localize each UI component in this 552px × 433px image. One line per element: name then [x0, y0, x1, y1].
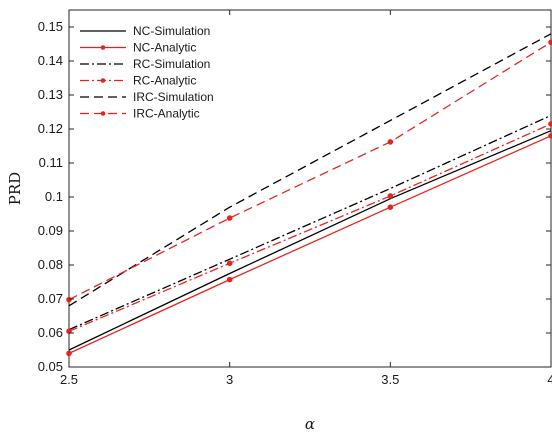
legend-label: RC-Analytic — [133, 74, 196, 88]
legend-label: IRC-Analytic — [133, 107, 200, 121]
axes — [68, 9, 552, 368]
legend-item: NC-Simulation — [80, 24, 210, 38]
legend-label: NC-Analytic — [133, 41, 196, 55]
y-tick-label: 0.13 — [38, 87, 63, 102]
y-tick-label: 0.06 — [38, 325, 63, 340]
series-line — [68, 130, 552, 351]
ticks: 0.05 0.06 0.07 0.08 0.09 0.1 0.11 0.12 0.13 0.14 0… — [38, 10, 552, 387]
data-point — [548, 39, 552, 46]
series-nc-analytic — [66, 133, 552, 357]
plot-frame — [68, 9, 552, 368]
legend-label: NC-Simulation — [133, 24, 210, 38]
series-layer — [66, 33, 552, 357]
y-tick-label: 0.12 — [38, 121, 63, 136]
x-axis-label: α — [305, 415, 315, 433]
data-point — [387, 139, 394, 145]
legend: NC-Simulation NC-Analytic RC-Simulation RC-… — [80, 24, 214, 121]
y-tick-label: 0.08 — [38, 257, 63, 272]
series-line — [68, 135, 552, 354]
series-line — [68, 41, 552, 301]
y-axis-label: PRD — [6, 172, 24, 205]
legend-label: IRC-Simulation — [133, 90, 214, 104]
legend-item: IRC-Analytic — [80, 107, 200, 121]
legend-marker — [100, 45, 106, 50]
y-tick-label: 0.14 — [38, 53, 63, 68]
data-point — [387, 193, 394, 199]
data-point — [66, 328, 72, 335]
data-point — [548, 133, 552, 139]
data-point — [66, 350, 72, 357]
y-tick-label: 0.1 — [45, 189, 63, 204]
series-line — [68, 123, 552, 332]
x-tick-label: 2.5 — [60, 372, 78, 387]
legend-marker — [100, 78, 106, 83]
data-point — [548, 121, 552, 127]
data-point — [226, 260, 233, 267]
legend-label: RC-Simulation — [133, 57, 210, 71]
x-tick-label: 3.5 — [381, 372, 399, 387]
data-point — [226, 276, 233, 283]
legend-item: RC-Analytic — [80, 74, 196, 88]
legend-item: NC-Analytic — [80, 41, 196, 55]
data-point — [66, 296, 72, 303]
series-nc-simulation — [68, 130, 552, 351]
series-irc-simulation — [68, 33, 552, 307]
x-tick-label: 4 — [547, 372, 552, 387]
y-tick-label: 0.07 — [38, 291, 63, 306]
y-tick-label: 0.05 — [38, 359, 63, 374]
x-tick-label: 3 — [226, 372, 233, 387]
legend-marker — [100, 111, 106, 116]
legend-item: RC-Simulation — [80, 57, 210, 71]
series-line — [68, 33, 552, 307]
series-rc-simulation — [68, 114, 552, 331]
data-point — [226, 215, 233, 221]
y-tick-label: 0.11 — [39, 155, 63, 170]
series-rc-analytic — [66, 121, 552, 335]
data-point — [387, 204, 394, 210]
y-tick-label: 0.15 — [38, 19, 63, 34]
series-line — [68, 114, 552, 331]
legend-item: IRC-Simulation — [80, 90, 214, 104]
y-tick-label: 0.09 — [38, 223, 63, 238]
